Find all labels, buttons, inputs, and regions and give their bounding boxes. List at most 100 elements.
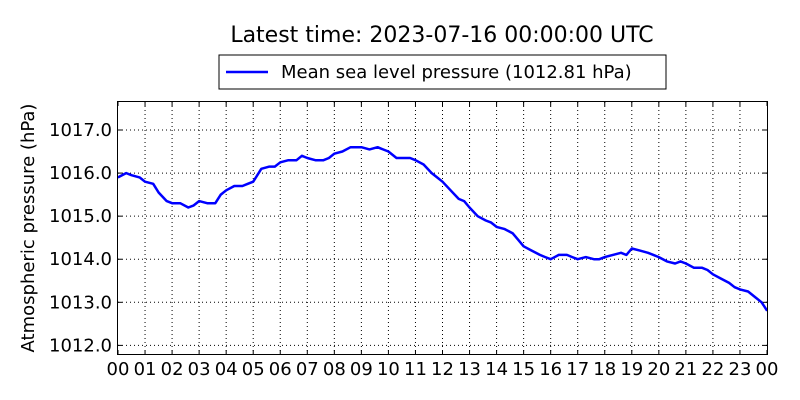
series-point bbox=[517, 238, 520, 241]
x-tick-label: 08 bbox=[323, 359, 346, 380]
x-tick-label: 17 bbox=[566, 359, 589, 380]
series-point bbox=[409, 157, 411, 159]
tick-layer bbox=[117, 102, 768, 354]
series-point bbox=[157, 191, 160, 194]
series-point bbox=[192, 204, 195, 207]
series-point bbox=[490, 221, 493, 224]
series-point bbox=[414, 159, 417, 162]
series-point bbox=[584, 256, 587, 258]
y-tick-label: 1012.0 bbox=[49, 335, 112, 356]
series-point bbox=[252, 180, 255, 183]
series-point bbox=[739, 288, 741, 291]
series-point bbox=[530, 249, 533, 252]
series-point bbox=[755, 297, 758, 299]
series-point bbox=[430, 172, 433, 175]
series-point bbox=[387, 150, 390, 153]
x-tick-label: 00 bbox=[756, 359, 779, 380]
x-tick-label: 20 bbox=[647, 359, 670, 380]
series-point bbox=[685, 262, 687, 265]
series-point bbox=[598, 258, 601, 261]
series-point bbox=[639, 249, 641, 252]
x-tick-label: 23 bbox=[729, 359, 752, 380]
y-tick-labels: 1012.0 1013.0 1014.0 1015.0 1016.0 1017.0 bbox=[49, 120, 112, 356]
series-point bbox=[268, 165, 271, 168]
x-tick-label: 00 bbox=[107, 359, 130, 380]
series-point bbox=[706, 269, 709, 271]
x-tick-label: 06 bbox=[269, 359, 292, 380]
grid-layer bbox=[118, 102, 767, 354]
series-point bbox=[395, 157, 398, 159]
x-tick-label: 22 bbox=[701, 359, 724, 380]
x-tick-label: 18 bbox=[593, 359, 616, 380]
series-point bbox=[647, 251, 649, 254]
series-point bbox=[349, 146, 352, 149]
series-point bbox=[603, 256, 606, 258]
x-tick-label: 07 bbox=[296, 359, 319, 380]
chart-title: Latest time: 2023-07-16 00:00:00 UTC bbox=[230, 23, 653, 48]
series-point bbox=[152, 182, 155, 185]
legend-label: Mean sea level pressure (1012.81 hPa) bbox=[281, 62, 632, 83]
series-point bbox=[544, 256, 547, 258]
y-tick-label: 1015.0 bbox=[49, 206, 112, 227]
x-tick-label: 15 bbox=[512, 359, 535, 380]
series-point bbox=[206, 202, 209, 205]
series-point bbox=[333, 152, 336, 155]
series-point bbox=[198, 200, 201, 203]
series-point bbox=[314, 159, 317, 162]
series-point bbox=[403, 157, 406, 159]
series-point bbox=[355, 146, 357, 149]
series-point bbox=[733, 286, 736, 289]
x-tick-label: 12 bbox=[431, 359, 454, 380]
series-point bbox=[503, 228, 506, 231]
legend: Mean sea level pressure (1012.81 hPa) bbox=[218, 54, 667, 90]
series-point bbox=[273, 165, 276, 168]
series-point bbox=[760, 301, 763, 304]
series-point bbox=[457, 198, 460, 200]
series-point bbox=[566, 254, 568, 256]
series-point bbox=[219, 193, 222, 196]
series-point bbox=[368, 148, 371, 151]
series-point bbox=[463, 200, 465, 203]
plot-frame bbox=[117, 101, 768, 355]
x-tick-label: 09 bbox=[350, 359, 373, 380]
series-point bbox=[382, 148, 384, 151]
y-tick-label: 1013.0 bbox=[49, 292, 112, 313]
series-point bbox=[620, 251, 622, 254]
series-point bbox=[666, 260, 668, 263]
series-point bbox=[436, 176, 438, 179]
x-tick-label: 13 bbox=[458, 359, 481, 380]
series-point bbox=[728, 282, 730, 284]
series-point bbox=[495, 226, 498, 228]
series-point bbox=[549, 258, 552, 261]
series-point bbox=[214, 202, 217, 205]
series-point bbox=[449, 189, 452, 192]
x-tick-label: 03 bbox=[188, 359, 211, 380]
series-point bbox=[179, 202, 182, 205]
series-point bbox=[187, 206, 190, 209]
series-point bbox=[720, 277, 722, 280]
series-point bbox=[225, 189, 228, 192]
x-tick-label: 04 bbox=[215, 359, 238, 380]
series-point bbox=[747, 290, 749, 293]
x-tick-label: 19 bbox=[620, 359, 643, 380]
y-tick-label: 1017.0 bbox=[49, 120, 112, 141]
series-point bbox=[322, 159, 325, 162]
series-point bbox=[295, 159, 298, 162]
series-point bbox=[171, 202, 174, 205]
series-point bbox=[701, 266, 703, 269]
x-tick-label: 11 bbox=[404, 359, 427, 380]
x-tick-label: 21 bbox=[674, 359, 697, 380]
series-point bbox=[693, 266, 695, 269]
series-point bbox=[593, 258, 595, 261]
series-point bbox=[674, 262, 676, 265]
series-point bbox=[260, 167, 263, 170]
series-point bbox=[301, 154, 303, 157]
series-point bbox=[484, 219, 487, 222]
series-point bbox=[125, 172, 127, 175]
series-point bbox=[539, 254, 541, 256]
series-point bbox=[165, 200, 168, 203]
x-tick-label: 01 bbox=[134, 359, 157, 380]
series-point bbox=[441, 180, 444, 183]
x-tick-label: 14 bbox=[485, 359, 508, 380]
